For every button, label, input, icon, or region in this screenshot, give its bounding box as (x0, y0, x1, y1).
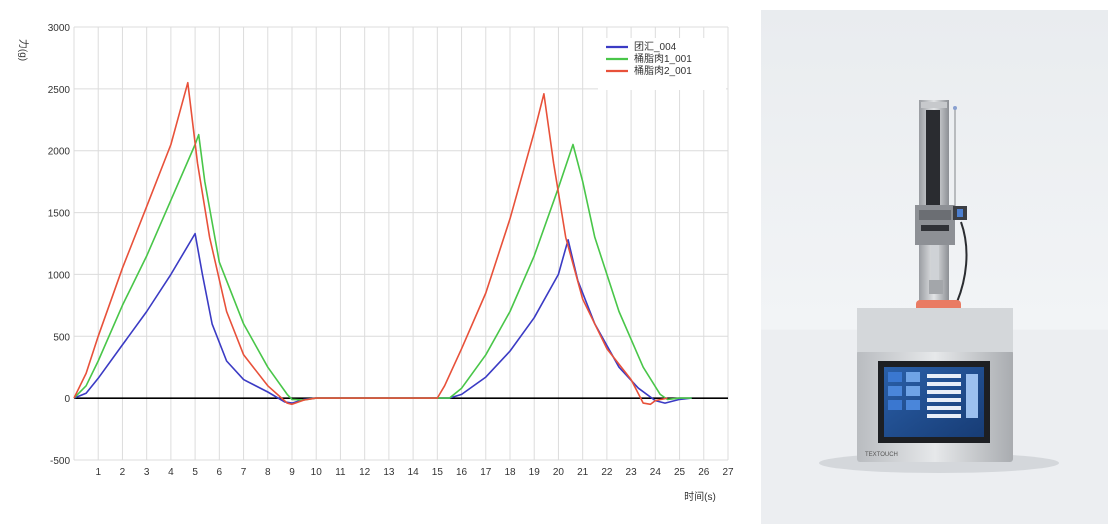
x-tick-label: 2 (120, 467, 126, 478)
legend-label: 桶脂肉1_001 (634, 52, 692, 65)
x-tick-label: 25 (674, 467, 686, 478)
texture-analyzer-image: TEXTOUCH (761, 10, 1108, 524)
x-axis-title: 时间(s) (684, 490, 716, 503)
x-tick-label: 9 (289, 467, 295, 478)
x-tick-label: 24 (650, 467, 662, 478)
y-axis-title: 力(g) (17, 39, 30, 61)
x-tick-label: 13 (383, 467, 395, 478)
brand-label: TEXTOUCH (865, 452, 898, 458)
y-tick-label: 0 (64, 394, 70, 405)
x-tick-label: 23 (626, 467, 638, 478)
x-tick-label: 7 (241, 467, 247, 478)
legend-label: 桶脂肉2_001 (634, 64, 692, 77)
x-tick-label: 11 (335, 467, 346, 478)
x-tick-label: 21 (577, 467, 589, 478)
x-tick-label: 12 (359, 467, 371, 478)
series-line-3 (73, 81, 668, 406)
x-tick-label: 17 (480, 467, 492, 478)
y-tick-labels: 3000 2500 2000 1500 1000 500 0 -500 (48, 23, 71, 467)
x-tick-label: 4 (168, 467, 174, 478)
x-tick-label: 27 (722, 467, 734, 478)
series-line-1 (73, 232, 692, 404)
x-tick-label: 18 (504, 467, 516, 478)
y-tick-label: 1500 (48, 209, 71, 220)
x-tick-label: 6 (217, 467, 223, 478)
y-tick-label: 2000 (48, 147, 71, 158)
product-photo: TEXTOUCH (761, 10, 1108, 524)
x-tick-label: 5 (192, 467, 198, 478)
grid-lines (73, 26, 729, 461)
x-tick-label: 8 (265, 467, 271, 478)
x-tick-label: 19 (529, 467, 541, 478)
y-tick-label: 1000 (48, 270, 71, 281)
legend-label: 团汇_004 (634, 40, 677, 53)
series-line-2 (73, 133, 692, 401)
x-tick-label: 22 (601, 467, 613, 478)
x-tick-label: 10 (311, 467, 323, 478)
x-tick-label: 26 (698, 467, 710, 478)
chart-panel: 3000 2500 2000 1500 1000 500 0 -500 1 2 3 4 5 6 7 8 9 10… (17, 23, 734, 503)
y-tick-label: 3000 (48, 23, 71, 34)
x-tick-label: 20 (553, 467, 565, 478)
x-tick-labels: 1 2 3 4 5 6 7 8 9 10 11 12 13 14 15 16 17 18 19 20 21 22 23 24 2… (95, 467, 734, 478)
x-tick-label: 15 (432, 467, 444, 478)
y-tick-label: -500 (50, 456, 70, 467)
y-tick-label: 500 (53, 332, 70, 343)
y-tick-label: 2500 (48, 85, 71, 96)
x-tick-label: 14 (408, 467, 420, 478)
x-tick-label: 3 (144, 467, 150, 478)
x-tick-label: 1 (95, 467, 101, 478)
series-lines (73, 81, 692, 406)
x-tick-label: 16 (456, 467, 468, 478)
